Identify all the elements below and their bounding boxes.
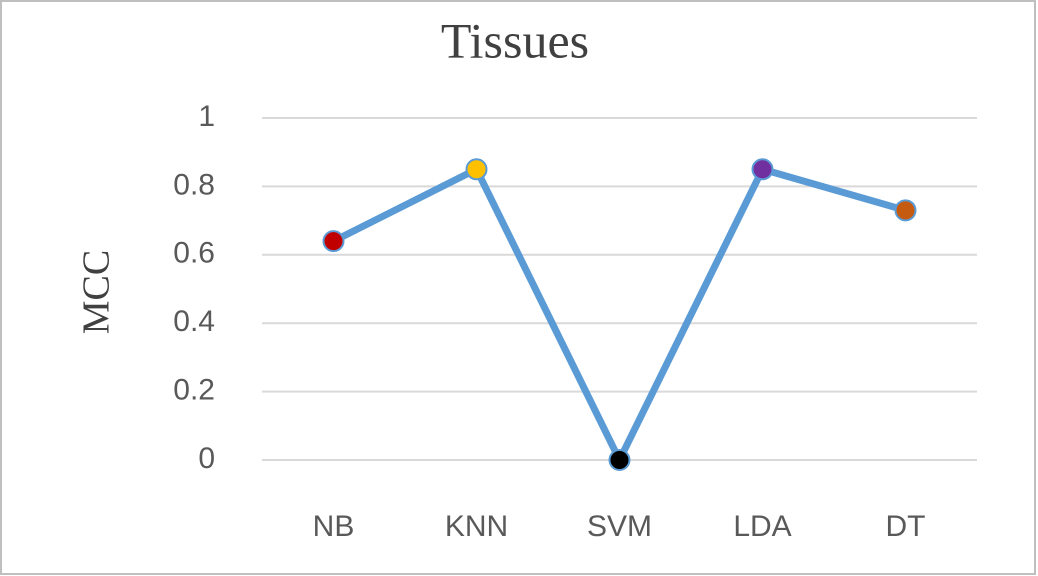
x-tick-label: DT [886,510,926,543]
y-tick-label: 1 [198,100,215,133]
data-point [751,158,774,181]
x-tick-label: KNN [445,510,508,543]
y-tick-label: 0.4 [173,305,215,338]
y-tick-label: 0.2 [173,374,215,407]
data-point [322,230,345,253]
y-axis-label: MCC [76,250,118,334]
x-tick-label: LDA [733,510,791,543]
chart-title: Tissues [441,12,589,68]
y-tick-label: 0 [198,442,215,475]
data-point [894,199,917,222]
y-tick-label: 0.6 [173,237,215,270]
x-tick-label: SVM [587,510,652,543]
y-tick-label: 0.8 [173,168,215,201]
data-point [608,449,631,471]
data-point [465,158,488,181]
x-tick-label: NB [313,510,355,543]
